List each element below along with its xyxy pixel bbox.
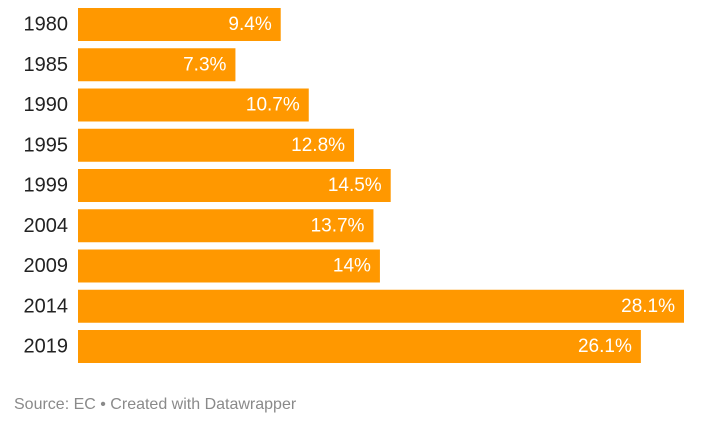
bar [78,330,641,363]
bar-value-label: 10.7% [246,95,300,116]
bar-value-label: 13.7% [311,215,365,236]
bar-value-label: 7.3% [183,54,226,75]
category-label: 1985 [24,54,69,76]
bar-value-label: 28.1% [621,296,675,317]
category-label: 2014 [24,295,69,317]
category-label: 1980 [24,14,69,36]
bar-value-label: 26.1% [578,336,632,357]
bar [78,128,355,162]
bar-value-label: 14.5% [328,175,382,196]
bar [78,48,236,82]
source-credit: Source: EC • Created with Datawrapper [14,396,297,413]
category-label: 1990 [24,94,69,116]
bar [78,88,309,122]
bar [78,8,281,41]
category-label: 2009 [24,255,69,277]
bar [78,249,380,283]
category-label: 1995 [24,134,69,156]
bar [78,289,684,323]
category-label: 2004 [24,215,69,237]
bar-value-label: 9.4% [228,14,271,35]
bar [78,209,374,243]
category-label: 1999 [24,175,69,197]
bar-value-label: 12.8% [291,135,345,156]
bar-value-label: 14% [333,256,371,277]
category-label: 2019 [24,336,69,358]
bar [78,169,391,202]
